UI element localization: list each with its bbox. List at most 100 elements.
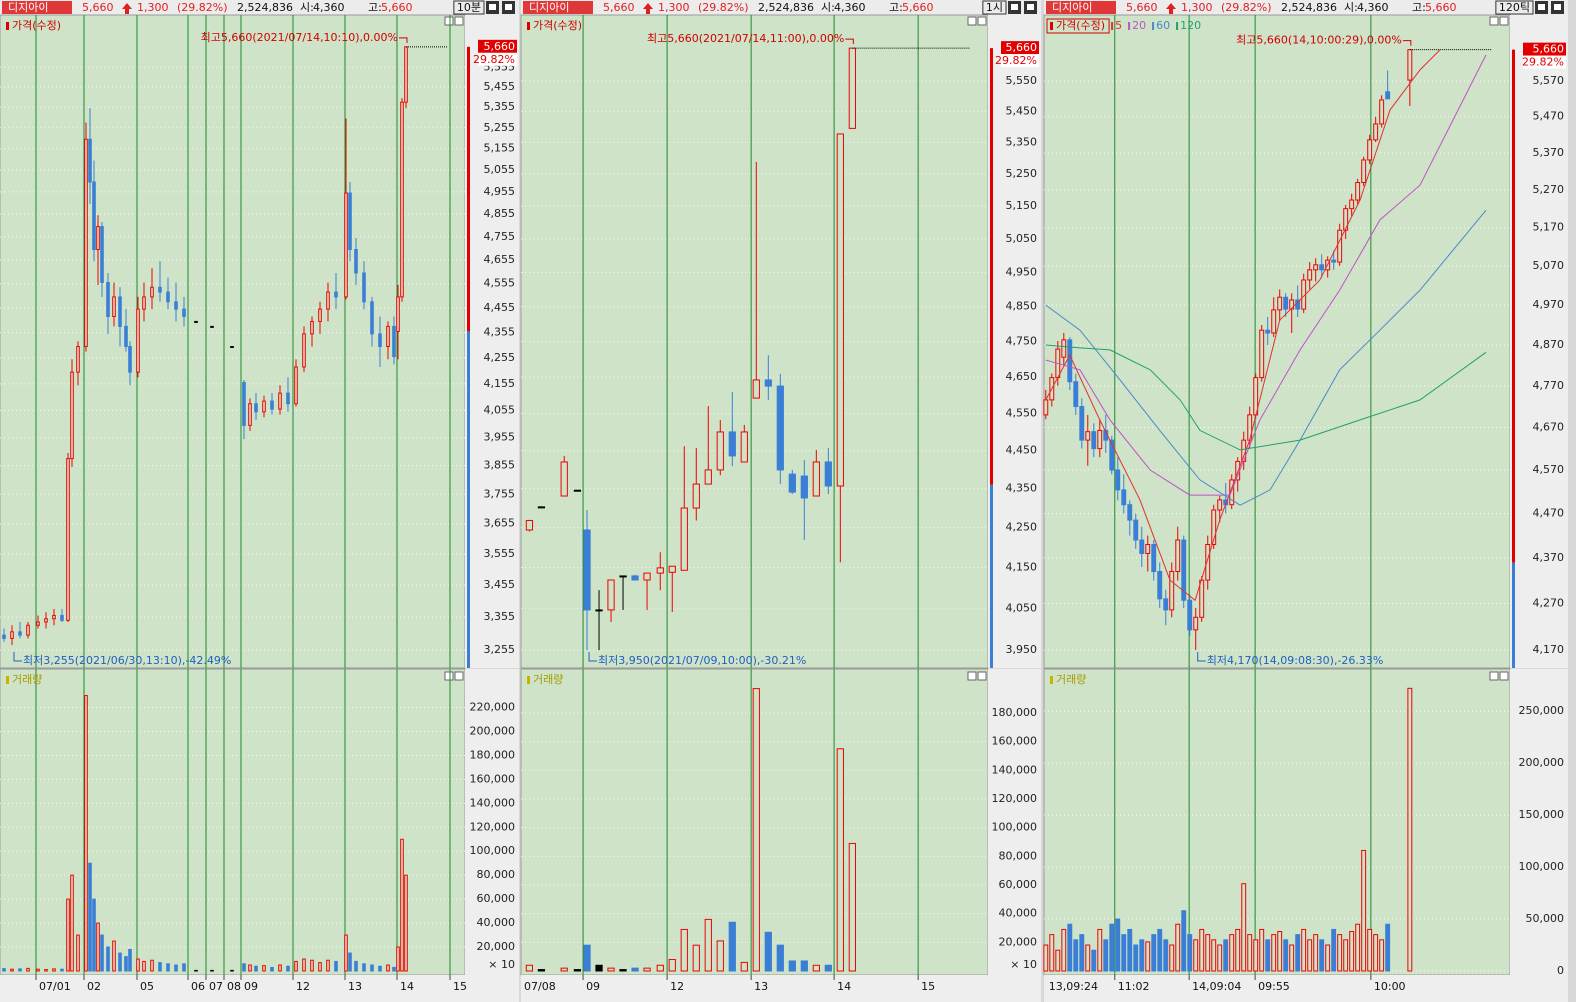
panel-button[interactable] xyxy=(454,671,464,681)
volume-bar xyxy=(386,964,390,972)
period-box xyxy=(982,0,1007,15)
volume-axis xyxy=(465,669,519,975)
volume-bar xyxy=(776,944,784,972)
volume-bar xyxy=(1385,923,1391,972)
volume-bar xyxy=(1055,949,1061,972)
x-tick-label: 15 xyxy=(921,980,935,993)
volume-bar xyxy=(800,960,808,972)
title-marker xyxy=(1050,676,1053,684)
volume-bar xyxy=(716,940,724,972)
candle-body xyxy=(26,624,30,636)
volume-tick-label: 200,000 xyxy=(1519,756,1565,769)
x-tick-label: 07/01 xyxy=(39,980,71,993)
price-change: 1,300 xyxy=(137,1,169,14)
panel-button[interactable] xyxy=(967,16,977,26)
volume-bar xyxy=(583,944,591,972)
volume-tick-label: 60,000 xyxy=(999,878,1038,891)
y-tick-label: 4,250 xyxy=(1006,521,1038,534)
y-tick-label: 4,670 xyxy=(1533,420,1565,433)
period: 120틱 xyxy=(1499,1,1530,14)
price-axis xyxy=(465,15,519,668)
candle-body xyxy=(10,631,14,639)
volume-bar xyxy=(76,934,80,972)
volume-bar xyxy=(1229,934,1235,972)
panel-button[interactable] xyxy=(1499,16,1509,26)
panel-button[interactable] xyxy=(1489,671,1499,681)
y-tick-label: 5,155 xyxy=(484,142,516,155)
x-tick-label: 02 xyxy=(87,980,101,993)
panel-button[interactable] xyxy=(977,16,987,26)
volume-axis xyxy=(1510,669,1568,975)
panel-button[interactable] xyxy=(454,16,464,26)
candle-body xyxy=(1193,616,1199,631)
volume-bar xyxy=(1349,931,1355,972)
volume-bar xyxy=(26,967,30,972)
legend-label: 60 xyxy=(1156,19,1170,32)
y-tick-label: 5,570 xyxy=(1533,74,1565,87)
candle-body xyxy=(1385,91,1391,100)
volume-bar xyxy=(334,960,338,972)
volume-bar xyxy=(848,842,856,972)
volume-bar xyxy=(128,948,132,972)
up-arrow-icon xyxy=(122,3,132,14)
trade-volume: 2,524,836 xyxy=(758,1,814,14)
legend-marker xyxy=(1176,22,1179,30)
y-tick-label: 5,250 xyxy=(1006,167,1038,180)
high-label: 고: xyxy=(368,1,382,14)
last-rate-box xyxy=(1523,55,1566,69)
x-tick-label: 13,09:24 xyxy=(1049,980,1098,993)
y-tick-label: 4,355 xyxy=(484,326,516,339)
price-title: 가격(수정) xyxy=(12,19,61,32)
panel-button[interactable] xyxy=(967,671,977,681)
candle-body xyxy=(1133,519,1139,541)
candle-body xyxy=(1367,139,1373,161)
candle-body xyxy=(100,226,104,283)
candle-body xyxy=(92,181,96,251)
volume-bar xyxy=(10,968,14,972)
x-axis-band xyxy=(0,975,519,1002)
candle-body xyxy=(1139,539,1145,554)
range-bar-up xyxy=(990,48,993,485)
x-axis-band xyxy=(521,975,1041,1002)
volume-bar xyxy=(354,960,358,972)
x-tick-label: 08 xyxy=(227,980,241,993)
volume-bar xyxy=(1073,939,1079,972)
volume-bar xyxy=(142,960,146,972)
panel-button[interactable] xyxy=(1489,16,1499,26)
candle-body xyxy=(142,296,146,310)
y-tick-label: 3,755 xyxy=(484,487,516,500)
volume-bar xyxy=(270,966,274,972)
last-rate: 29.82% xyxy=(1522,56,1564,69)
volume-title: 거래량 xyxy=(1056,673,1086,686)
current-price: 5,660 xyxy=(1126,1,1158,14)
high-price: 5,660 xyxy=(1425,1,1457,14)
y-tick-label: 4,855 xyxy=(484,207,516,220)
range-bar-up xyxy=(1512,49,1515,563)
panel-button[interactable] xyxy=(1499,671,1509,681)
volume-unit: × 10 xyxy=(488,958,515,971)
volume-bar xyxy=(92,898,96,972)
volume-bar xyxy=(1259,928,1265,972)
title-marker xyxy=(6,676,9,684)
stock-name-box xyxy=(2,1,72,14)
volume-tick-label: 180,000 xyxy=(992,706,1038,719)
candle-body xyxy=(1349,199,1355,210)
candle-body xyxy=(1337,229,1343,263)
volume-bar xyxy=(310,959,314,972)
candle-body xyxy=(1127,504,1133,521)
y-tick-label: 5,450 xyxy=(1006,104,1038,117)
volume-bar xyxy=(1313,934,1319,972)
candle-body xyxy=(752,379,760,399)
candle-body xyxy=(560,461,568,497)
candle-body xyxy=(1373,123,1379,141)
volume-bar xyxy=(668,959,676,972)
panel-button[interactable] xyxy=(977,671,987,681)
volume-tick-label: 150,000 xyxy=(1519,808,1565,821)
candle-body xyxy=(668,565,676,573)
last-price-box xyxy=(1001,41,1039,55)
panel-button[interactable] xyxy=(444,16,454,26)
panel-button[interactable] xyxy=(444,671,454,681)
volume-bar xyxy=(44,969,48,972)
trade-volume: 2,524,836 xyxy=(237,1,293,14)
y-tick-label: 4,150 xyxy=(1006,560,1038,573)
